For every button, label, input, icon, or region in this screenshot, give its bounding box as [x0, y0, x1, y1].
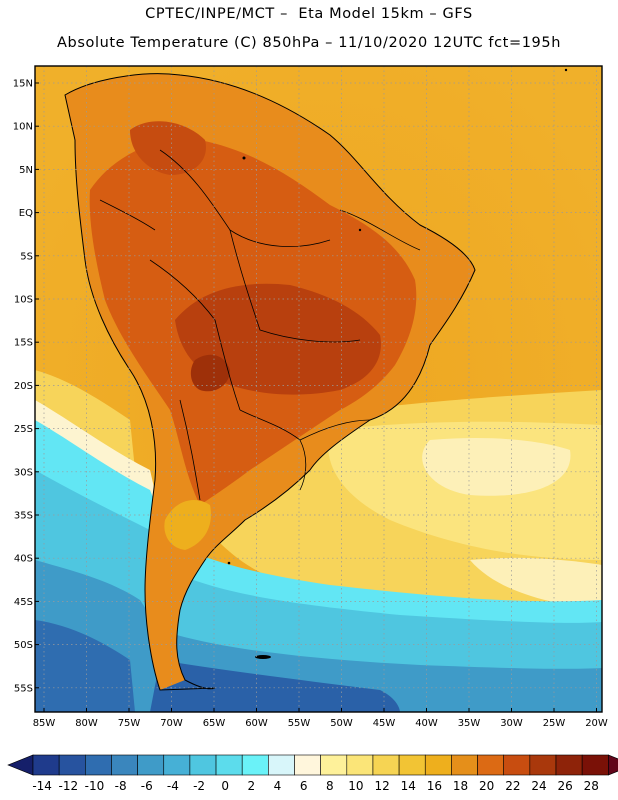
lon-label: 20W — [585, 718, 608, 729]
island-features — [227, 68, 568, 659]
lat-label: 15S — [14, 338, 33, 349]
colorbar-label: 20 — [479, 779, 494, 793]
colorbar-swatch — [398, 754, 426, 776]
colorbar-label: 4 — [274, 779, 282, 793]
colorbar: -14 -12 -10 -8 -6 -4 -2 0 2 4 6 8 10 12 14 16 18 20 22 24 26… — [7, 754, 618, 793]
colorbar-swatch — [85, 754, 112, 776]
lon-label: 45W — [373, 718, 396, 729]
colorbar-swatch — [215, 754, 243, 776]
colorbar-label: -2 — [193, 779, 205, 793]
colorbar-label: 16 — [427, 779, 442, 793]
colorbar-swatch — [189, 754, 217, 776]
lon-label: 70W — [160, 718, 183, 729]
colorbar-label: 22 — [505, 779, 520, 793]
lat-label: 55S — [14, 683, 33, 694]
colorbar-label: 0 — [221, 779, 229, 793]
lat-label: EQ — [19, 208, 33, 219]
colorbar-label: -4 — [167, 779, 179, 793]
colorbar-swatch — [163, 754, 191, 776]
colorbar-label: 2 — [248, 779, 256, 793]
core-hottest-patch — [190, 354, 230, 392]
lat-label: 20S — [14, 381, 33, 392]
chart-title-line1: CPTEC/INPE/MCT – Eta Model 15km – GFS — [145, 6, 473, 22]
colorbar-label: -14 — [32, 779, 52, 793]
colorbar-swatch — [346, 754, 374, 776]
lat-label: 5S — [20, 251, 33, 262]
lon-label: 80W — [75, 718, 98, 729]
pale-patch-south — [470, 557, 602, 610]
pale-patch-east — [422, 438, 571, 496]
lon-label: 40W — [415, 718, 438, 729]
lat-label: 5N — [19, 165, 33, 176]
chart-title-line2: Absolute Temperature (C) 850hPa – 11/10/… — [57, 35, 561, 51]
lon-label: 30W — [500, 718, 523, 729]
colorbar-swatch — [137, 754, 165, 776]
lat-label: 40S — [14, 554, 33, 565]
colorbar-label: 6 — [300, 779, 308, 793]
colorbar-label: -10 — [85, 779, 105, 793]
colorbar-swatch — [451, 754, 478, 776]
country-borders — [99, 149, 421, 501]
lon-label: 55W — [288, 718, 311, 729]
lat-label: 25S — [14, 424, 33, 435]
coastline — [64, 73, 476, 691]
colorbar-swatch — [268, 754, 295, 776]
colorbar-label: 24 — [531, 779, 546, 793]
colorbar-right-arrow — [607, 754, 618, 776]
colorbar-label: 10 — [348, 779, 363, 793]
deep-blue-south — [150, 660, 400, 712]
deep-blue-west — [35, 620, 135, 712]
colorbar-swatch — [503, 754, 531, 776]
lon-label: 25W — [543, 718, 566, 729]
lat-lon-grid — [35, 66, 602, 712]
colorbar-swatch — [581, 754, 609, 776]
colorbar-label: 14 — [401, 779, 416, 793]
lat-label: 30S — [14, 467, 33, 478]
colorbar-swatch — [555, 754, 583, 776]
colorbar-swatch — [424, 754, 452, 776]
lon-label: 35W — [458, 718, 481, 729]
colorbar-swatch — [372, 754, 400, 776]
southern-cone-cooler — [164, 500, 211, 550]
map-frame — [34, 65, 603, 713]
lon-label: 75W — [118, 718, 141, 729]
colorbar-swatch — [294, 754, 321, 776]
colorbar-label: 26 — [558, 779, 573, 793]
colorbar-swatch — [58, 754, 86, 776]
lon-label: 60W — [245, 718, 268, 729]
lon-label: 85W — [33, 718, 56, 729]
lat-axis: 15N 10N 5N EQ 5S 10S 15S 20S 25S 30S 35S 40S 45S 50S 5… — [13, 79, 39, 694]
colorbar-label: -8 — [115, 779, 127, 793]
lat-label: 45S — [14, 597, 33, 608]
colorbar-swatch — [529, 754, 557, 776]
colorbar-swatch — [241, 754, 269, 776]
lat-label: 10S — [14, 295, 33, 306]
lat-label: 35S — [14, 511, 33, 522]
lat-label: 15N — [13, 79, 33, 90]
lat-label: 10N — [13, 122, 33, 133]
colorbar-left-arrow — [7, 754, 34, 776]
colorbar-swatch — [477, 754, 504, 776]
colorbar-swatch — [32, 754, 60, 776]
colorbar-label: 12 — [374, 779, 389, 793]
lon-label: 65W — [203, 718, 226, 729]
colorbar-label: 8 — [326, 779, 334, 793]
colorbar-swatch — [111, 754, 138, 776]
map-field — [35, 66, 602, 712]
core-hot-north — [130, 121, 206, 175]
colorbar-label: -12 — [58, 779, 78, 793]
colorbar-label: 28 — [584, 779, 599, 793]
lon-label: 50W — [330, 718, 353, 729]
colorbar-swatch — [320, 754, 348, 776]
colorbar-label: -6 — [141, 779, 153, 793]
lon-axis: 85W 80W 75W 70W 65W 60W 55W 50W 45W 40W 35W 30W 25W 2… — [33, 708, 608, 729]
colorbar-label: 18 — [453, 779, 468, 793]
lat-label: 50S — [14, 640, 33, 651]
